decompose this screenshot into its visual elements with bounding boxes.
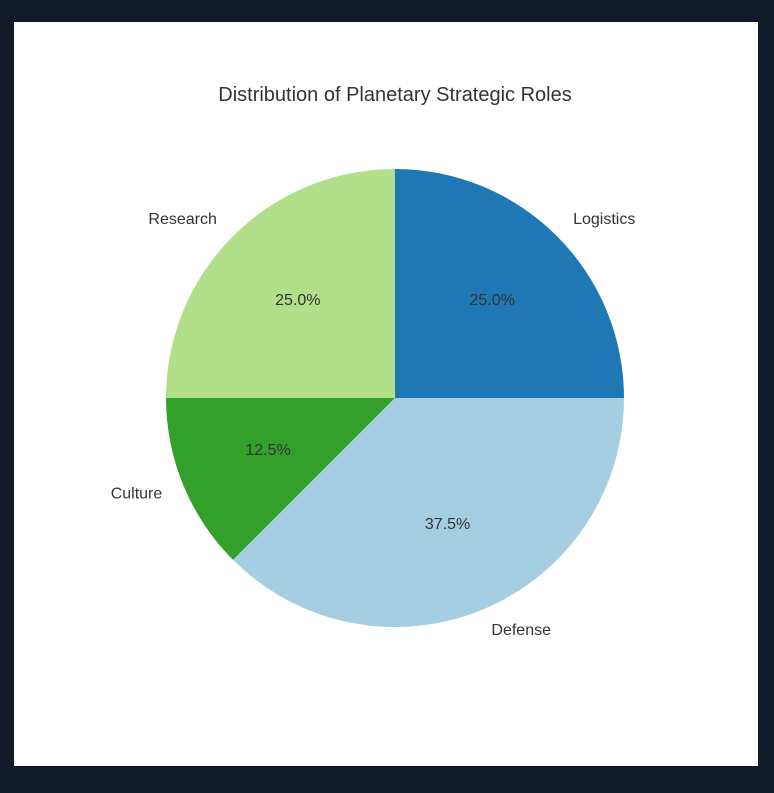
pct-label-culture: 12.5% <box>245 442 290 459</box>
chart-panel: Distribution of Planetary Strategic Role… <box>14 22 758 766</box>
pie-slice-culture <box>166 398 395 560</box>
slice-label-research: Research <box>148 211 216 228</box>
pie-slices <box>166 169 624 628</box>
pie-slice-logistics <box>395 169 624 398</box>
pie-slice-research <box>166 169 395 398</box>
slice-label-culture: Culture <box>111 486 163 503</box>
pie-labels: Research 25.0% Culture 12.5% Defense 37.5% Log… <box>111 211 636 639</box>
pie-chart: Distribution of Planetary Strategic Role… <box>111 84 636 639</box>
pct-label-research: 25.0% <box>275 292 320 309</box>
pct-label-defense: 37.5% <box>425 516 470 533</box>
slice-label-logistics: Logistics <box>573 211 635 228</box>
pie-slice-defense <box>233 398 624 628</box>
slice-label-defense: Defense <box>491 622 551 639</box>
chart-title: Distribution of Planetary Strategic Role… <box>218 84 572 106</box>
pct-label-logistics: 25.0% <box>469 292 514 309</box>
